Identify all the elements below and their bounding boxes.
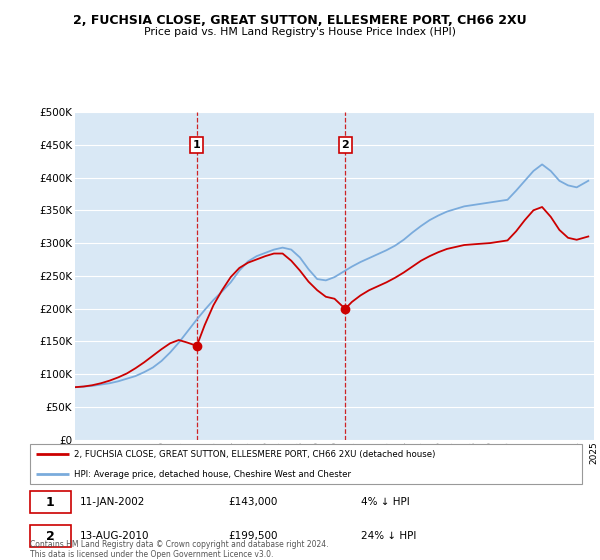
Text: 11-JAN-2002: 11-JAN-2002 (80, 497, 145, 507)
Text: 1: 1 (46, 496, 55, 508)
Text: 1: 1 (193, 140, 200, 150)
Text: 2: 2 (46, 530, 55, 543)
FancyBboxPatch shape (30, 444, 582, 484)
Text: 2, FUCHSIA CLOSE, GREAT SUTTON, ELLESMERE PORT, CH66 2XU (detached house): 2, FUCHSIA CLOSE, GREAT SUTTON, ELLESMER… (74, 450, 436, 459)
Text: £143,000: £143,000 (229, 497, 278, 507)
Text: 4% ↓ HPI: 4% ↓ HPI (361, 497, 410, 507)
Text: HPI: Average price, detached house, Cheshire West and Chester: HPI: Average price, detached house, Ches… (74, 470, 351, 479)
FancyBboxPatch shape (30, 525, 71, 547)
Text: Contains HM Land Registry data © Crown copyright and database right 2024.
This d: Contains HM Land Registry data © Crown c… (30, 540, 329, 559)
FancyBboxPatch shape (30, 491, 71, 513)
Text: 2, FUCHSIA CLOSE, GREAT SUTTON, ELLESMERE PORT, CH66 2XU: 2, FUCHSIA CLOSE, GREAT SUTTON, ELLESMER… (73, 14, 527, 27)
Text: £199,500: £199,500 (229, 531, 278, 542)
Text: 13-AUG-2010: 13-AUG-2010 (80, 531, 149, 542)
Text: 24% ↓ HPI: 24% ↓ HPI (361, 531, 416, 542)
Text: Price paid vs. HM Land Registry's House Price Index (HPI): Price paid vs. HM Land Registry's House … (144, 27, 456, 37)
Text: 2: 2 (341, 140, 349, 150)
